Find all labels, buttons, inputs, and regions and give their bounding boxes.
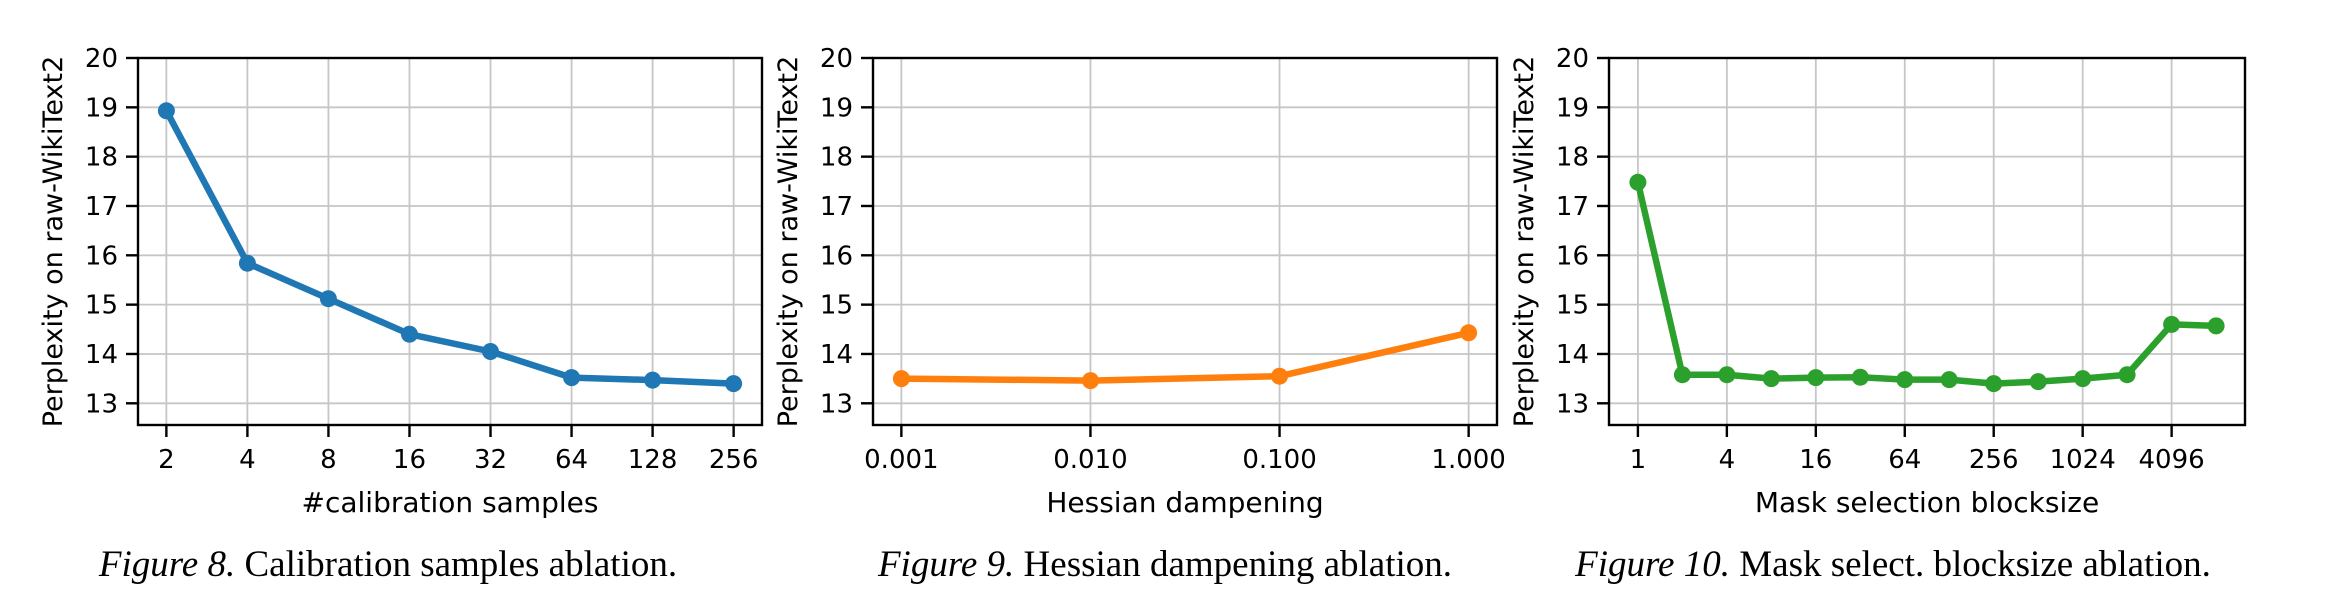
- svg-text:15: 15: [820, 291, 853, 321]
- figure-10-tick-marks: [1597, 56, 2173, 437]
- svg-text:64: 64: [555, 445, 588, 475]
- figure-10-caption-label: Figure 10.: [1575, 544, 1730, 585]
- svg-text:32: 32: [474, 445, 507, 475]
- svg-text:128: 128: [628, 445, 678, 475]
- figure-10-caption-text: Mask select. blocksize ablation.: [1739, 544, 2211, 585]
- figure-9-data-points: [892, 324, 1478, 390]
- svg-text:15: 15: [85, 291, 118, 321]
- svg-text:18: 18: [1556, 143, 1589, 173]
- svg-text:17: 17: [85, 192, 118, 222]
- figure-10-y-tick-labels: 13 14 15 16 17 18 19 20: [1556, 44, 1589, 419]
- svg-text:64: 64: [1888, 445, 1921, 475]
- svg-text:1: 1: [1630, 445, 1647, 475]
- figure-10-x-axis-label: Mask selection blocksize: [1755, 486, 2099, 519]
- svg-text:13: 13: [820, 389, 853, 419]
- svg-text:18: 18: [820, 143, 853, 173]
- svg-text:19: 19: [1556, 93, 1589, 123]
- figure-9-chart: 13 14 15 16 17 18 19 20 0.001 0.010 0.100 1.000 Hess…: [773, 44, 1506, 519]
- svg-text:19: 19: [85, 93, 118, 123]
- svg-text:19: 19: [820, 93, 853, 123]
- svg-text:16: 16: [1799, 445, 1832, 475]
- svg-text:0.010: 0.010: [1053, 445, 1127, 475]
- svg-text:18: 18: [85, 143, 118, 173]
- figure-10-plot-border: [1607, 56, 2247, 427]
- figure-8-data-points: [157, 102, 743, 393]
- svg-text:4: 4: [239, 445, 256, 475]
- figure-9-grid-lines: [873, 57, 1497, 425]
- figure-8-y-tick-labels: 13 14 15 16 17 18 19 20: [85, 44, 118, 419]
- svg-text:8: 8: [320, 445, 337, 475]
- figure-9-y-tick-labels: 13 14 15 16 17 18 19 20: [820, 44, 853, 419]
- figure-8-chart: 13 14 15 16 17 18 19 20 2 4 8 16 32 64 128 256 #calibrat…: [38, 44, 764, 519]
- svg-text:16: 16: [393, 445, 426, 475]
- figure-9-x-tick-labels: 0.001 0.010 0.100 1.000: [864, 445, 1506, 475]
- figure-8-plot-border: [136, 56, 764, 427]
- figure-8-grid-lines: [138, 57, 762, 425]
- figure-9-plot-border: [871, 56, 1499, 427]
- figure-10-grid-lines: [1609, 57, 2245, 425]
- figure-10-y-axis-label: Perplexity on raw-WikiText2: [1509, 56, 1540, 428]
- figure-10-data-points: [1629, 173, 2225, 393]
- svg-text:14: 14: [1556, 340, 1589, 370]
- figure-8-y-axis-label: Perplexity on raw-WikiText2: [38, 56, 69, 428]
- svg-text:20: 20: [820, 44, 853, 74]
- svg-text:20: 20: [1556, 44, 1589, 74]
- figure-9-x-axis-label: Hessian dampening: [1046, 486, 1323, 519]
- figure-8-tick-marks: [126, 56, 735, 437]
- figure-9-data-line: [898, 329, 1472, 384]
- figure-9-caption-text: Hessian dampening ablation.: [1023, 544, 1453, 585]
- svg-text:2: 2: [158, 445, 175, 475]
- svg-text:13: 13: [1556, 389, 1589, 419]
- svg-text:1.000: 1.000: [1431, 445, 1505, 475]
- figure-9-tick-marks: [861, 56, 1470, 437]
- svg-text:17: 17: [820, 192, 853, 222]
- svg-text:1024: 1024: [2050, 445, 2116, 475]
- figure-9-caption-label: Figure 9.: [877, 544, 1015, 585]
- figure-10-x-tick-labels: 1 4 16 64 256 1024 4096: [1630, 445, 2205, 475]
- svg-text:16: 16: [1556, 241, 1589, 271]
- svg-text:16: 16: [820, 241, 853, 271]
- svg-text:16: 16: [85, 241, 118, 271]
- svg-text:4: 4: [1719, 445, 1736, 475]
- svg-text:17: 17: [1556, 192, 1589, 222]
- svg-text:14: 14: [820, 340, 853, 370]
- svg-text:256: 256: [709, 445, 759, 475]
- svg-text:14: 14: [85, 340, 118, 370]
- figure-8-caption-label: Figure 8.: [98, 544, 236, 585]
- figure-8-caption: Figure 8. Calibration samples ablation.: [99, 543, 677, 586]
- svg-text:0.001: 0.001: [864, 445, 938, 475]
- figure-8-caption-text: Calibration samples ablation.: [244, 544, 678, 585]
- figure-8-data-line: [163, 107, 737, 387]
- figure-8-x-axis-label: #calibration samples: [302, 486, 599, 519]
- figure-8-x-tick-labels: 2 4 8 16 32 64 128 256: [158, 445, 758, 475]
- svg-text:15: 15: [1556, 291, 1589, 321]
- figure-10-caption: Figure 10. Mask select. blocksize ablati…: [1575, 543, 2211, 586]
- svg-text:0.100: 0.100: [1242, 445, 1316, 475]
- svg-text:20: 20: [85, 44, 118, 74]
- figure-9-y-axis-label: Perplexity on raw-WikiText2: [773, 56, 804, 428]
- svg-text:4096: 4096: [2139, 445, 2205, 475]
- figure-9-caption: Figure 9. Hessian dampening ablation.: [878, 543, 1452, 586]
- svg-text:13: 13: [85, 389, 118, 419]
- svg-text:256: 256: [1969, 445, 2019, 475]
